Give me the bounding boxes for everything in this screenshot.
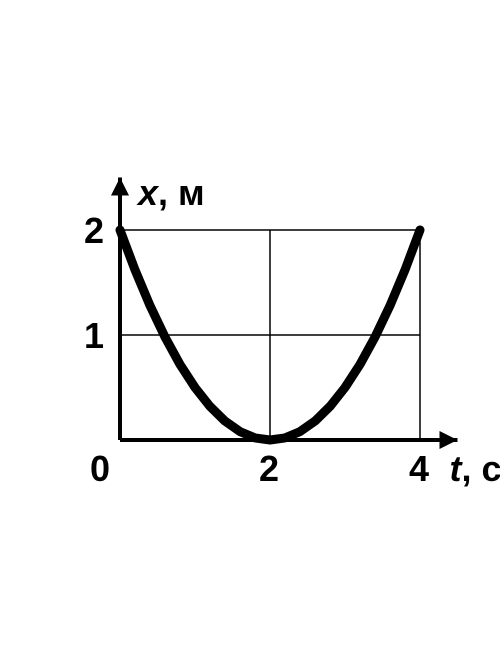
x-axis-label: t, с: [450, 448, 500, 490]
chart-svg: [0, 0, 500, 666]
y-axis-label: x, м: [138, 172, 205, 214]
x-tick-label: 4: [409, 448, 429, 490]
x-axis-arrow: [440, 431, 458, 449]
x-tick-label: 2: [259, 448, 279, 490]
chart-canvas: 0 2 4 1 2 x, м t, с: [0, 0, 500, 666]
y-tick-label: 2: [84, 210, 104, 252]
y-axis-arrow: [111, 178, 129, 196]
y-tick-label: 1: [84, 315, 104, 357]
x-tick-label: 0: [90, 448, 110, 490]
